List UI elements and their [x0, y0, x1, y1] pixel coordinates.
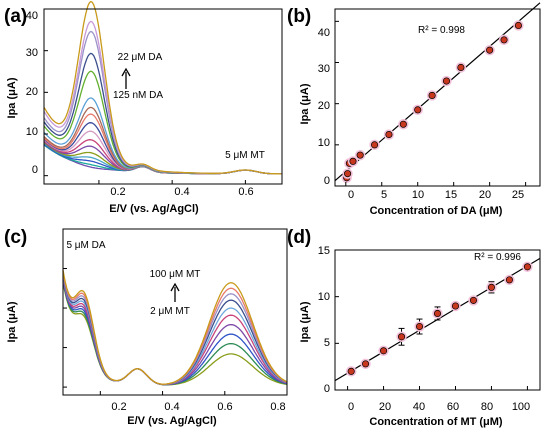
panel-b-point-5 [371, 141, 379, 149]
panel-b-point-1 [344, 170, 352, 178]
panel-b-xlabel: Concentration of DA (μM) [370, 205, 503, 217]
panel-c-cv-melatonin: (c) 0.2 0.4 0.6 0.8 E/V (vs. Ag/AgCl) Ip… [4, 227, 288, 427]
panel-d-point-5 [433, 309, 442, 318]
panel-d-point-0 [347, 367, 355, 375]
panel-a-xlabel: E/V (vs. Ag/AgCl) [109, 203, 199, 215]
panel-a-letter: (a) [4, 6, 27, 27]
panel-b-ylabel: Ipa (μA) [299, 83, 311, 124]
panel-b-fit-line [334, 2, 541, 182]
panel-d-xtick-20: 20 [379, 401, 391, 413]
panel-b-ytick-10: 10 [318, 137, 330, 149]
panel-a-ylabel: Ipa (μA) [6, 77, 18, 118]
panel-c-curve-9 [62, 269, 288, 385]
panel-a-ytick-40: 40 [26, 10, 38, 22]
panel-d-point-3 [397, 333, 406, 341]
panel-d-ytick-0: 0 [324, 383, 330, 395]
panel-b-xtick-20: 20 [479, 189, 491, 201]
panel-d-ytick-15: 15 [318, 245, 330, 257]
panel-b-frame [334, 8, 541, 187]
panel-d-r2: R² = 0.996 [474, 252, 521, 263]
panel-c-xtick-0.6: 0.6 [217, 401, 232, 413]
panel-a-cv-dopamine: (a) 40 30 20 10 0 0.2 0.4 0.6 E/V (vs. A… [4, 0, 283, 215]
panel-b-xtick-0: 0 [348, 189, 354, 201]
panel-d-point-8 [487, 283, 495, 291]
panel-b-point-3 [349, 157, 357, 165]
panel-c-annotation-da: 5 μM DA [66, 240, 105, 251]
panel-d-xtick-0: 0 [348, 401, 354, 413]
panel-b-point-8 [414, 106, 422, 114]
panel-b-point-14 [514, 21, 522, 30]
panel-a-xtick-0.6: 0.6 [238, 186, 253, 198]
panel-a-curve-16 [43, 0, 282, 175]
panel-c-annotation-top: 100 μM MT [150, 269, 201, 280]
panel-d-xtick-60: 60 [447, 401, 459, 413]
panel-b-point-12 [486, 46, 494, 54]
panel-c-xtick-0.2: 0.2 [111, 401, 126, 413]
panel-b-ytick-0: 0 [324, 175, 330, 187]
panel-a-curve-8 [43, 122, 282, 175]
panel-b-xtick-15: 15 [445, 189, 457, 201]
panel-c-xtick-0.4: 0.4 [164, 401, 179, 413]
panel-d-point-9 [505, 276, 513, 284]
panel-b-point-6 [385, 130, 393, 139]
panel-a-ytick-10: 10 [26, 126, 38, 138]
panel-a-xtick-0.4: 0.4 [174, 186, 189, 198]
panel-c-frame [62, 228, 288, 396]
panel-b-point-4 [356, 151, 364, 159]
panel-d-xtick-40: 40 [413, 401, 425, 413]
panel-d-letter: (d) [287, 227, 311, 248]
panel-c-annotation-bottom: 2 μM MT [150, 306, 190, 317]
panel-a-annotation-bottom: 125 nM DA [113, 90, 163, 101]
panel-d-ytick-10: 10 [318, 291, 330, 303]
panel-b-point-13 [500, 36, 508, 44]
panel-c-ylabel: Ipa (μA) [6, 301, 18, 342]
panel-d-calibration-melatonin: (d) 15 10 5 0 0 20 40 60 80 100 Concentr… [287, 227, 541, 428]
panel-a-arrow-icon [121, 67, 131, 89]
panel-d-point-7 [469, 296, 478, 304]
panel-d-xtick-100: 100 [512, 401, 530, 413]
panel-b-calibration-dopamine: (b) 40 30 20 10 0 0 5 10 15 20 25 Concen… [287, 2, 541, 217]
panel-d-point-10 [523, 263, 531, 271]
panel-b-point-7 [399, 120, 407, 128]
panel-c-letter: (c) [4, 227, 27, 248]
panel-b-xtick-25: 25 [512, 189, 524, 201]
panel-b-ytick-40: 40 [318, 27, 330, 39]
panel-d-xtick-80: 80 [481, 401, 493, 413]
panel-b-letter: (b) [287, 6, 311, 27]
panel-d-point-4 [415, 322, 424, 331]
panel-c-xtick-0.8: 0.8 [270, 401, 285, 413]
panel-b-ytick-20: 20 [318, 100, 330, 112]
panel-d-point-6 [451, 302, 460, 310]
panel-d-ytick-5: 5 [324, 337, 330, 349]
panel-d-frame [334, 249, 541, 391]
panel-b-point-11 [457, 63, 465, 72]
panel-a-ytick-0: 0 [32, 164, 38, 176]
panel-c-xlabel: E/V (vs. Ag/AgCl) [127, 415, 217, 427]
panel-d-ylabel: Ipa (μA) [299, 301, 311, 342]
panel-a-ytick-30: 30 [26, 47, 38, 59]
panel-d-point-1 [362, 360, 370, 368]
panel-b-xtick-5: 5 [381, 189, 387, 201]
panel-a-ytick-20: 20 [26, 86, 38, 98]
panel-b-xtick-10: 10 [412, 189, 424, 201]
panel-d-point-2 [380, 347, 388, 355]
panel-a-annotation-mt: 5 μM MT [225, 150, 265, 161]
panel-d-xlabel: Concentration of MT (μM) [369, 416, 503, 428]
panel-b-r2: R² = 0.998 [418, 25, 465, 36]
panel-b-point-10 [442, 77, 451, 85]
panel-c-arrow-icon [170, 282, 180, 302]
panel-a-xtick-0.2: 0.2 [110, 186, 125, 198]
panel-a-annotation-top: 22 μM DA [118, 52, 163, 63]
panel-a-frame [43, 8, 283, 185]
panel-b-point-9 [428, 91, 436, 99]
panel-b-ytick-30: 30 [318, 63, 330, 75]
